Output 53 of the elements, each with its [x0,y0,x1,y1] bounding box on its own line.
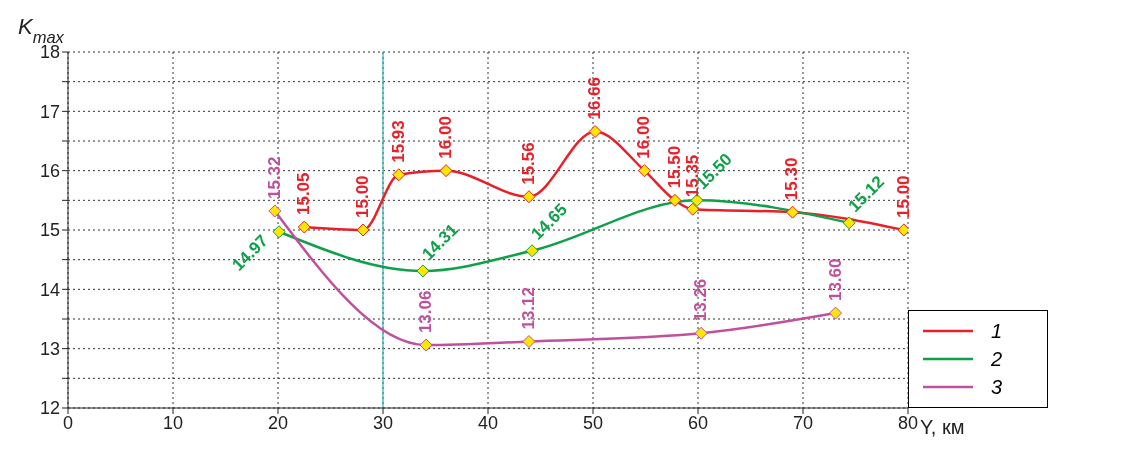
x-tick-label: 70 [792,412,814,433]
point [588,125,602,139]
data-label: 15.00 [893,175,913,218]
data-label: 16.00 [436,116,455,159]
point [842,216,856,230]
point [297,220,311,234]
data-label: 13.12 [518,287,538,330]
point [416,264,430,278]
data-label: 16.00 [634,116,654,159]
point [686,202,700,216]
data-label: 15.00 [353,175,373,218]
y-tick-label: 14 [39,279,60,300]
data-label: 15.50 [664,145,684,189]
x-tick-label: 60 [687,412,709,433]
point [268,204,282,218]
x-tick-label: 0 [62,412,74,433]
legend-label: 3 [991,375,1003,399]
y-tick-label: 12 [39,398,60,419]
point [522,190,536,204]
point [637,164,651,178]
data-label: 13.60 [825,258,845,302]
y-tick-label: 13 [39,339,60,360]
x-axis-title: Y, км [920,416,965,438]
x-tick-label: 40 [477,412,499,433]
legend-label: 1 [991,319,1003,343]
data-label: 15.05 [294,172,314,216]
data-label: 13.06 [416,290,436,334]
point [668,193,682,207]
point [392,168,406,182]
x-tick-label: 10 [162,412,184,433]
point [272,225,286,239]
x-tick-label: 30 [372,412,394,433]
data-label: 15.56 [518,142,538,185]
point [786,205,799,219]
point [439,164,453,178]
x-tick-label: 20 [267,412,289,433]
data-label: 15.93 [388,120,408,163]
point [356,223,370,237]
x-tick-label: 50 [582,412,604,433]
legend-label: 2 [991,347,1003,371]
point [829,306,843,320]
data-label: 15.30 [782,157,802,201]
y-tick-label: 17 [39,101,60,122]
data-label: 16.66 [585,76,605,120]
data-label: 15.32 [264,156,284,200]
point [525,244,539,258]
x-tick-label: 80 [897,412,919,433]
y-tick-label: 16 [39,161,60,182]
y-tick-label: 15 [39,220,60,241]
point [522,335,536,349]
point [694,326,708,340]
point [419,338,433,352]
data-label: 13.26 [691,278,711,322]
